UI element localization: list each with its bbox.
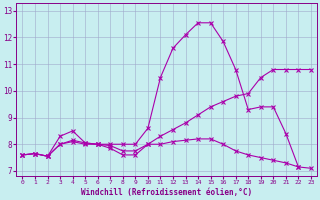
X-axis label: Windchill (Refroidissement éolien,°C): Windchill (Refroidissement éolien,°C) bbox=[81, 188, 252, 197]
